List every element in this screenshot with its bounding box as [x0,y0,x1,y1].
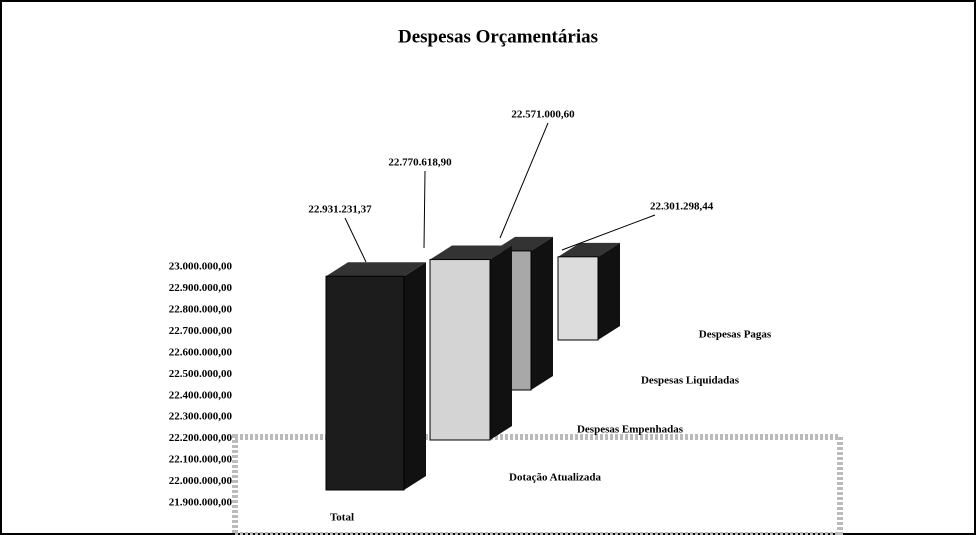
leader-line [561,214,656,251]
value-label: 22.770.618,90 [388,157,452,169]
series-label: Despesas Empenhadas [577,424,684,436]
y-tick-label: 22.300.000,00 [169,411,233,423]
leader-line [499,122,549,239]
bar [429,259,491,441]
y-tick-label: 22.900.000,00 [169,282,233,294]
bar-top [326,262,426,277]
bar-side [598,242,620,340]
bar [557,256,599,341]
background-decoration [232,434,843,535]
y-tick-label: 22.200.000,00 [169,432,233,444]
y-tick-label: 22.400.000,00 [169,389,233,401]
y-tick-label: 22.100.000,00 [169,454,233,466]
y-tick-label: 22.500.000,00 [169,368,233,380]
chart-title: Despesas Orçamentárias [398,26,598,47]
y-tick-label: 21.900.000,00 [169,497,233,509]
bar-top [430,245,512,260]
series-label: Despesas Pagas [699,329,772,341]
y-tick-label: 23.000.000,00 [169,261,233,273]
bar-top [558,242,620,257]
x-tick-label: Total [330,512,354,524]
leader-line [423,170,426,249]
bar-side [531,236,553,390]
y-tick-label: 22.700.000,00 [169,325,233,337]
bar-side [490,245,512,440]
y-tick-label: 22.000.000,00 [169,475,233,487]
series-label: Dotação Atualizada [509,472,601,484]
y-tick-label: 22.600.000,00 [169,346,233,358]
value-label: 22.301.298,44 [650,201,714,213]
bar [325,275,405,491]
value-label: 22.931.231,37 [308,204,372,216]
bar-side [404,262,426,490]
y-tick-label: 22.800.000,00 [169,303,233,315]
value-label: 22.571.000,60 [511,109,575,121]
leader-line [344,217,367,263]
series-label: Despesas Liquidadas [641,375,740,387]
